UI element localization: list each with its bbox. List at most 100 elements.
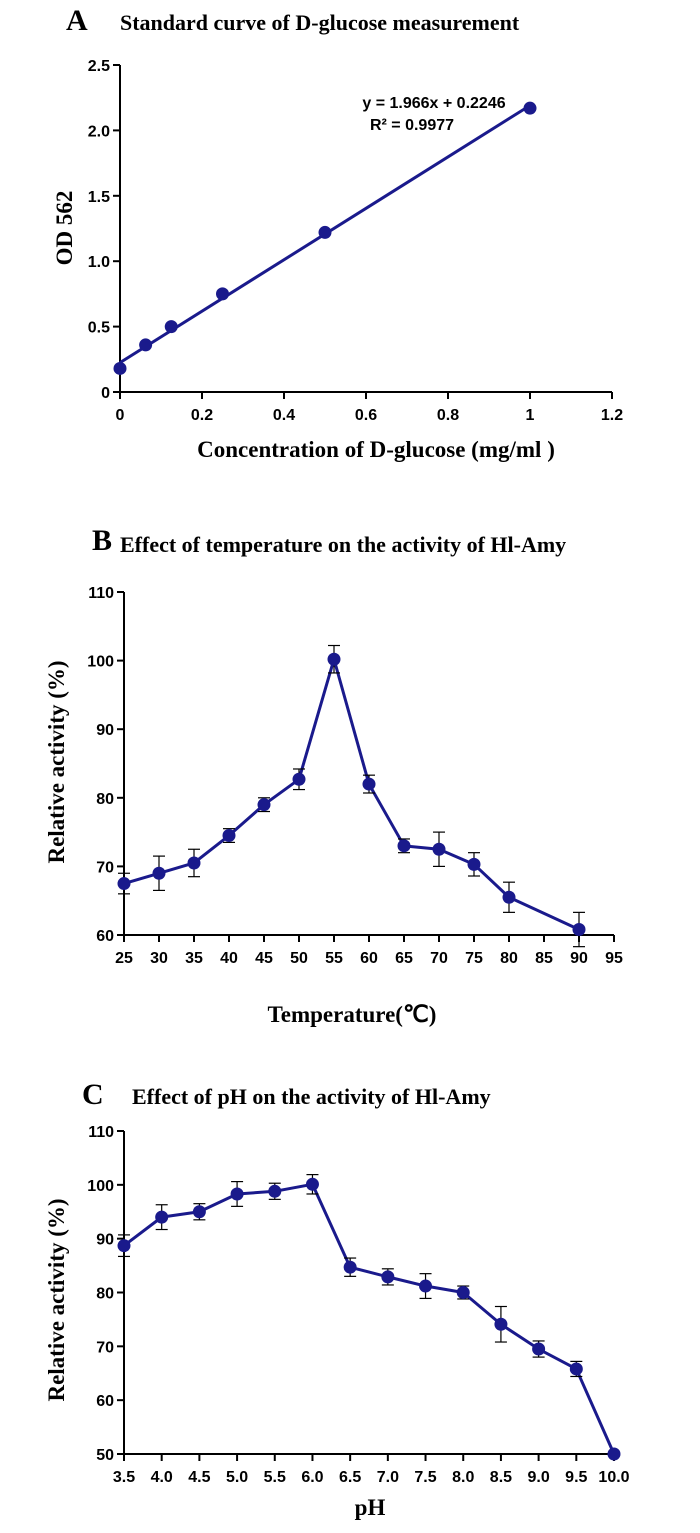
x-tick-label: 70 — [430, 950, 448, 967]
panel-b-label: B — [92, 524, 112, 557]
x-tick-label: 60 — [360, 950, 378, 967]
panel-b-title: Effect of temperature on the activity of… — [120, 532, 566, 557]
data-point — [257, 798, 271, 812]
x-tick-label: 40 — [220, 950, 238, 967]
data-point — [607, 1447, 621, 1461]
y-tick-label: 0.5 — [88, 320, 110, 337]
data-point — [456, 1286, 470, 1299]
panel-a-r-squared: R² = 0.9977 — [370, 117, 454, 134]
y-tick-label: 70 — [96, 1339, 114, 1356]
x-tick-label: 1 — [526, 407, 535, 424]
x-tick-label: 7.5 — [414, 1469, 436, 1486]
x-tick-label: 55 — [325, 950, 343, 967]
y-tick-label: 80 — [96, 1286, 114, 1303]
data-point — [432, 842, 446, 856]
y-tick-label: 0 — [101, 385, 110, 402]
x-tick-label: 10.0 — [598, 1469, 629, 1486]
y-tick-label: 110 — [88, 1124, 114, 1141]
data-point — [327, 652, 341, 666]
x-tick-label: 35 — [185, 950, 203, 967]
data-point — [164, 320, 178, 334]
x-tick-label: 4.5 — [188, 1469, 210, 1486]
panel-c-x-axis-label: pH — [355, 1495, 386, 1520]
series-line — [123, 1182, 616, 1455]
data-point — [381, 1270, 395, 1284]
data-point — [222, 829, 236, 843]
data-point — [152, 866, 166, 880]
data-point — [532, 1342, 546, 1356]
x-tick-label: 25 — [115, 950, 133, 967]
panel-a-plot: 0 0.2 0.4 0.6 0.8 1 1.2 0 0.5 1.0 1.5 2.0 2.5 — [88, 58, 623, 424]
data-point — [216, 287, 229, 301]
y-tick-label: 60 — [96, 928, 114, 945]
data-point — [343, 1260, 357, 1274]
panel-b-x-axis-label: Temperature(℃) — [268, 1002, 437, 1027]
y-tick-label: 2.5 — [88, 58, 110, 75]
panel-b-plot: 25 30 35 40 45 50 55 60 65 70 75 80 85 90 95 60 70 80 90 10… — [87, 585, 623, 967]
x-tick-label: 3.5 — [113, 1469, 135, 1486]
data-point — [305, 1177, 319, 1191]
y-tick-label: 50 — [96, 1447, 114, 1464]
x-tick-label: 65 — [395, 950, 413, 967]
x-tick-label: 0 — [116, 407, 125, 424]
x-tick-label: 1.2 — [601, 407, 623, 424]
data-point — [139, 338, 153, 352]
x-tick-label: 8.0 — [452, 1469, 474, 1486]
panel-a-y-axis-label: OD 562 — [52, 191, 77, 266]
data-point — [502, 890, 516, 904]
x-tick-label: 0.6 — [355, 407, 377, 424]
data-point — [113, 361, 127, 375]
panel-b-y-axis-label: Relative activity (%) — [44, 660, 69, 863]
panel-c-title: Effect of pH on the activity of Hl-Amy — [132, 1084, 491, 1109]
x-tick-label: 90 — [570, 950, 588, 967]
panel-c-plot: 3.5 4.0 4.5 5.0 5.5 6.0 6.5 7.0 7.5 8.0 8.5 9.0 9.5 1… — [87, 1124, 629, 1486]
series-line — [123, 657, 580, 931]
x-tick-label: 45 — [255, 950, 273, 967]
panel-a-title: Standard curve of D-glucose measurement — [120, 10, 520, 35]
data-point — [117, 877, 131, 891]
x-tick-label: 9.0 — [527, 1469, 549, 1486]
data-point — [117, 1239, 131, 1253]
data-point — [419, 1279, 433, 1293]
y-tick-label: 70 — [96, 859, 114, 876]
panel-c: C Effect of pH on the activity of Hl-Amy… — [44, 1078, 630, 1520]
y-tick-label: 110 — [88, 585, 114, 602]
data-point — [318, 225, 332, 239]
data-point — [292, 772, 306, 786]
x-tick-label: 4.0 — [151, 1469, 173, 1486]
data-point — [397, 839, 411, 853]
x-tick-label: 6.5 — [339, 1469, 361, 1486]
panel-b: B Effect of temperature on the activity … — [44, 524, 623, 1027]
x-tick-label: 80 — [500, 950, 518, 967]
y-tick-label: 90 — [96, 1232, 114, 1249]
x-tick-label: 9.5 — [565, 1469, 587, 1486]
data-point — [192, 1205, 206, 1219]
y-tick-label: 100 — [87, 654, 114, 671]
panel-a-label: A — [66, 4, 88, 37]
data-point — [569, 1362, 583, 1376]
data-point — [268, 1184, 282, 1198]
y-tick-label: 100 — [87, 1178, 114, 1195]
panel-a-x-axis-label: Concentration of D-glucose (mg/ml ) — [197, 437, 555, 462]
x-tick-label: 8.5 — [490, 1469, 512, 1486]
data-point — [230, 1187, 244, 1201]
y-tick-label: 80 — [96, 791, 114, 808]
y-tick-label: 1.0 — [88, 254, 110, 271]
data-point — [187, 856, 201, 870]
x-tick-label: 50 — [290, 950, 308, 967]
y-tick-label: 90 — [96, 722, 114, 739]
data-point — [572, 923, 586, 937]
x-tick-label: 7.0 — [377, 1469, 399, 1486]
x-tick-label: 75 — [465, 950, 483, 967]
panel-c-y-axis-label: Relative activity (%) — [44, 1198, 69, 1401]
panel-a: A Standard curve of D-glucose measuremen… — [52, 4, 623, 462]
x-tick-label: 5.5 — [264, 1469, 286, 1486]
y-tick-label: 1.5 — [88, 189, 110, 206]
x-tick-label: 30 — [150, 950, 168, 967]
x-tick-label: 0.4 — [273, 407, 295, 424]
data-point — [523, 101, 537, 115]
y-tick-label: 60 — [96, 1393, 114, 1410]
panel-a-equation: y = 1.966x + 0.2246 — [362, 95, 505, 112]
y-tick-label: 2.0 — [88, 123, 110, 140]
